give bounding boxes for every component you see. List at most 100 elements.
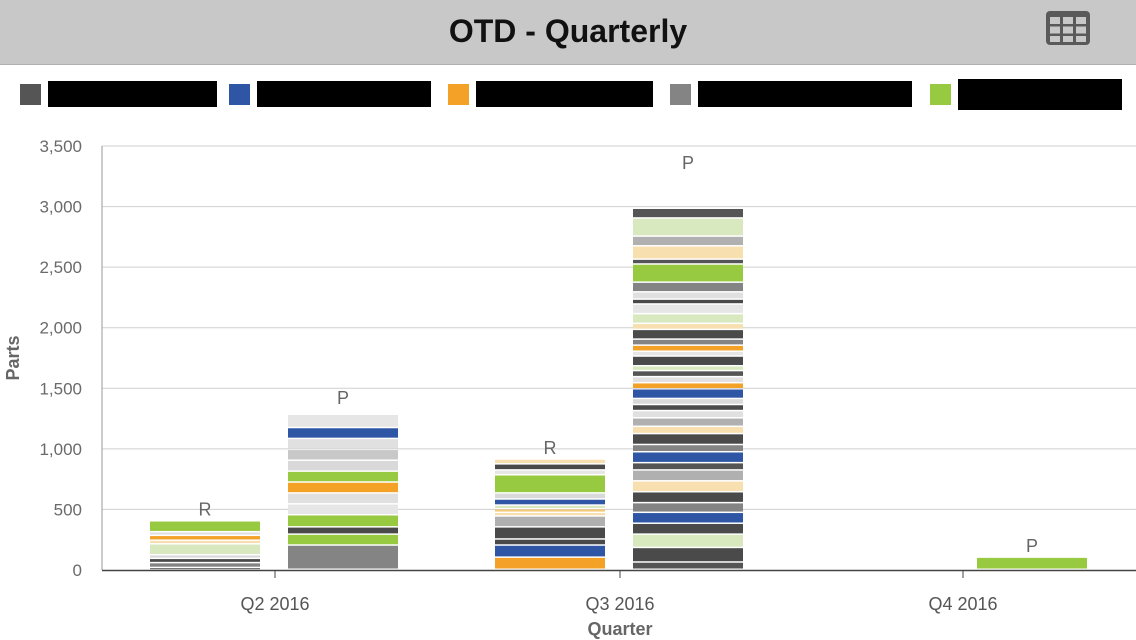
bar-segment [633, 534, 743, 547]
bar-segment [633, 389, 743, 398]
bar-segment [150, 563, 260, 567]
bar-segment [633, 377, 743, 382]
legend-swatch [20, 84, 41, 105]
legend-swatch [229, 84, 250, 105]
bar-segment [495, 493, 605, 499]
legend-swatch [670, 84, 691, 105]
bar-segment [633, 282, 743, 292]
bar-segment [633, 562, 743, 569]
bar-segment [288, 439, 398, 449]
chart-header: OTD - Quarterly [0, 0, 1136, 65]
bar-segment [495, 513, 605, 516]
bar-segment [633, 383, 743, 388]
bar-segment [633, 292, 743, 299]
bar-segment [150, 555, 260, 558]
bar-segment [495, 505, 605, 508]
bar-segment [150, 544, 260, 554]
bar-segment [150, 536, 260, 540]
bar-segment [633, 548, 743, 562]
bar-segment [288, 460, 398, 471]
bar-segment [633, 523, 743, 534]
bar-segment [633, 492, 743, 502]
x-axis-title: Quarter [587, 619, 652, 639]
bar-segment [288, 414, 398, 427]
y-tick-label: 3,000 [39, 198, 82, 217]
bar-segment [633, 236, 743, 246]
y-tick-label: 0 [73, 561, 82, 580]
bar-segment [495, 509, 605, 512]
x-tick-label: Q2 2016 [240, 594, 309, 614]
bar-segment [633, 208, 743, 218]
bar-segment [633, 470, 743, 481]
bar-segment [633, 434, 743, 444]
bar-segment [633, 452, 743, 462]
bar-segment [150, 532, 260, 535]
legend-label [476, 81, 653, 107]
chart-title: OTD - Quarterly [448, 13, 688, 49]
bar-segment [633, 339, 743, 345]
bar-segment [633, 371, 743, 376]
bar-segment [633, 366, 743, 370]
bar-segment [495, 459, 605, 464]
bar-segment [288, 428, 398, 438]
bar-segment [288, 482, 398, 493]
bar-segment [150, 521, 260, 531]
y-tick-label: 1,000 [39, 440, 82, 459]
bar-segment [288, 493, 398, 504]
bar-segment [495, 464, 605, 470]
bar-label: P [682, 153, 694, 173]
bar-segment [633, 351, 743, 356]
bar-segment [633, 513, 743, 523]
legend-swatch [448, 84, 469, 105]
bar-segment [633, 445, 743, 451]
bar-segment [633, 503, 743, 512]
y-tick-label: 2,000 [39, 319, 82, 338]
bar-segment [288, 515, 398, 527]
bar-segment [633, 405, 743, 410]
bar-segment [288, 545, 398, 569]
bar-segment [495, 499, 605, 505]
y-tick-label: 2,500 [39, 258, 82, 277]
bar-segment [288, 527, 398, 534]
bar-segment [495, 470, 605, 475]
bar-segment [633, 259, 743, 264]
y-tick-label: 500 [54, 500, 82, 519]
bar-segment [633, 304, 743, 313]
bar-segment [633, 411, 743, 418]
bar-segment [288, 534, 398, 545]
bar-segment [633, 356, 743, 365]
bar-segment [633, 314, 743, 323]
bar-segment [633, 299, 743, 304]
legend-label [958, 79, 1122, 110]
bar-segment [150, 568, 260, 570]
y-tick-label: 3,500 [39, 137, 82, 156]
bar-segment [977, 557, 1087, 569]
bar-segment [633, 427, 743, 433]
bar-label: P [337, 388, 349, 408]
bar-label: R [199, 500, 212, 520]
bar-segment [495, 545, 605, 557]
bar-segment [633, 246, 743, 259]
bar-segment [633, 418, 743, 426]
bar-segment [495, 475, 605, 493]
table-grid-icon[interactable] [1044, 8, 1092, 48]
bar-segment [288, 504, 398, 514]
y-axis-title: Parts [3, 335, 23, 380]
x-tick-label: Q4 2016 [928, 594, 997, 614]
legend-swatch [930, 84, 951, 105]
bar-segment [633, 324, 743, 329]
bar-label: P [1026, 536, 1038, 556]
bar-segment [150, 540, 260, 544]
legend-label [698, 81, 912, 107]
bar-segment [633, 481, 743, 491]
bar-segment [495, 539, 605, 545]
y-tick-label: 1,500 [39, 379, 82, 398]
x-tick-label: Q3 2016 [585, 594, 654, 614]
bar-segment [288, 471, 398, 482]
bar-segment [633, 399, 743, 404]
bar-segment [495, 557, 605, 569]
bar-segment [633, 345, 743, 351]
bar-segment [633, 218, 743, 236]
bar-segment [633, 330, 743, 339]
legend-label [257, 81, 431, 107]
